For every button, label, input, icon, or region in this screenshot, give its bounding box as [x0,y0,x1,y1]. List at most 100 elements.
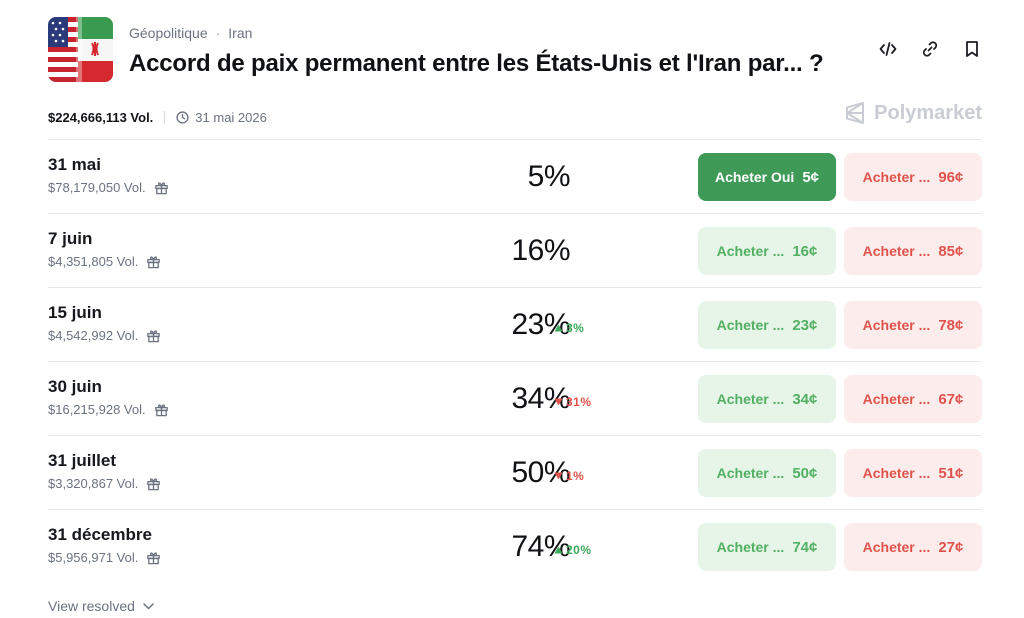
outcome-volume-text: $16,215,928 Vol. [48,402,146,417]
buy-yes-button[interactable]: Acheter ... 23¢ [698,301,836,349]
outcome-label: 31 mai [48,155,101,174]
buy-no-label: Acheter ... [862,391,931,407]
buy-yes-label: Acheter ... [716,391,785,407]
buy-no-label: Acheter ... [862,243,931,259]
buy-yes-price: 34¢ [792,390,818,408]
outcome-volume: $3,320,867 Vol. [48,476,161,491]
buy-no-label: Acheter ... [862,169,931,185]
market-meta: $224,666,113 Vol. 31 mai 2026 [48,108,267,126]
buy-no-label: Acheter ... [862,539,931,555]
buy-no-price: 67¢ [938,390,964,408]
market-title: Accord de paix permanent entre les États… [129,50,824,77]
outcome-label: 31 décembre [48,525,152,544]
buy-yes-button[interactable]: Acheter ... 34¢ [698,375,836,423]
buy-no-price: 78¢ [938,316,964,334]
outcome-label: 31 juillet [48,451,117,470]
outcome-row[interactable]: 31 mai $78,179,050 Vol. 5% Acheter Oui 5… [48,140,982,214]
buy-yes-price: 5¢ [802,168,820,186]
outcome-label: 30 juin [48,377,102,396]
breadcrumb-subcategory[interactable]: Iran [228,25,253,41]
triangle-down-icon [554,472,563,480]
buy-yes-button[interactable]: Acheter ... 74¢ [698,523,836,571]
probability-change-value: 31% [566,395,592,409]
polymarket-logo-icon [846,102,865,124]
outcome-row[interactable]: 30 juin $16,215,928 Vol. 34% 31% Acheter… [48,362,982,436]
buy-yes-button[interactable]: Acheter ... 50¢ [698,449,836,497]
buy-yes-price: 16¢ [792,242,818,260]
buy-yes-label: Acheter ... [716,539,785,555]
probability-change-value: 1% [566,469,585,483]
view-resolved-label: View resolved [48,598,135,614]
end-date-text: 31 mai 2026 [195,109,267,125]
buy-no-button[interactable]: Acheter ... 67¢ [844,375,982,423]
buy-no-button[interactable]: Acheter ... 96¢ [844,153,982,201]
buy-yes-label: Acheter ... [716,243,785,259]
buy-no-price: 27¢ [938,538,964,556]
gift-icon[interactable] [146,328,161,343]
triangle-down-icon [554,398,563,406]
buy-yes-button[interactable]: Acheter ... 16¢ [698,227,836,275]
polymarket-brand: Polymarket [844,101,982,125]
outcome-row[interactable]: 15 juin $4,542,992 Vol. 23% 3% Acheter .… [48,288,982,362]
buy-yes-button[interactable]: Acheter Oui 5¢ [698,153,836,201]
outcome-probability: 16% [511,234,570,267]
buy-no-button[interactable]: Acheter ... 27¢ [844,523,982,571]
buy-no-label: Acheter ... [862,465,931,481]
total-volume: $224,666,113 Vol. [48,109,154,125]
breadcrumb-separator: · [215,25,221,41]
buy-no-price: 51¢ [938,464,964,482]
probability-change-value: 3% [566,321,585,335]
chevron-down-icon [143,602,154,609]
outcome-row[interactable]: 31 juillet $3,320,867 Vol. 50% 1% Achete… [48,436,982,510]
probability-change: 20% [554,543,592,557]
buy-no-label: Acheter ... [862,317,931,333]
breadcrumb-category[interactable]: Géopolitique [129,25,208,41]
outcome-volume-text: $3,320,867 Vol. [48,476,139,491]
gift-icon[interactable] [154,180,169,195]
buy-yes-label: Acheter ... [716,317,785,333]
probability-change-value: 20% [566,543,592,557]
outcome-label: 15 juin [48,303,102,322]
buy-no-price: 85¢ [938,242,964,260]
gift-icon[interactable] [146,254,161,269]
end-date: 31 mai 2026 [176,110,267,125]
buy-no-button[interactable]: Acheter ... 51¢ [844,449,982,497]
breadcrumb: Géopolitique · Iran [129,25,252,41]
outcome-volume: $16,215,928 Vol. [48,402,169,417]
outcome-volume: $5,956,971 Vol. [48,550,161,565]
outcome-volume-text: $4,351,805 Vol. [48,254,139,269]
buy-yes-label: Acheter ... [716,465,785,481]
outcome-volume-text: $78,179,050 Vol. [48,180,146,195]
outcome-volume-text: $5,956,971 Vol. [48,550,139,565]
buy-yes-label: Acheter Oui [714,169,795,185]
outcome-label: 7 juin [48,229,93,248]
outcome-probability: 5% [527,160,571,193]
buy-yes-price: 50¢ [792,464,818,482]
outcome-probability: 74% [511,530,570,563]
header-actions [878,39,982,59]
outcome-row[interactable]: 7 juin $4,351,805 Vol. 16% Acheter ... 1… [48,214,982,288]
embed-code-icon[interactable] [878,39,898,59]
bookmark-icon[interactable] [962,39,982,59]
buy-yes-price: 74¢ [792,538,818,556]
polymarket-brand-name: Polymarket [874,101,982,124]
outcome-volume: $4,351,805 Vol. [48,254,161,269]
outcome-volume: $4,542,992 Vol. [48,328,161,343]
link-icon[interactable] [920,39,940,59]
gift-icon[interactable] [146,476,161,491]
gift-icon[interactable] [154,402,169,417]
buy-no-button[interactable]: Acheter ... 85¢ [844,227,982,275]
buy-no-price: 96¢ [938,168,964,186]
outcome-volume-text: $4,542,992 Vol. [48,328,139,343]
outcome-row[interactable]: 31 décembre $5,956,971 Vol. 74% 20% Ache… [48,510,982,584]
outcome-volume: $78,179,050 Vol. [48,180,169,195]
outcomes-list: 31 mai $78,179,050 Vol. 5% Acheter Oui 5… [48,139,982,584]
market-thumbnail [48,17,113,82]
market-header: Géopolitique · Iran Accord de paix perma… [48,17,982,83]
meta-divider [164,110,166,124]
view-resolved-toggle[interactable]: View resolved [48,598,154,614]
buy-yes-price: 23¢ [792,316,818,334]
triangle-up-icon [554,324,563,332]
gift-icon[interactable] [146,550,161,565]
buy-no-button[interactable]: Acheter ... 78¢ [844,301,982,349]
